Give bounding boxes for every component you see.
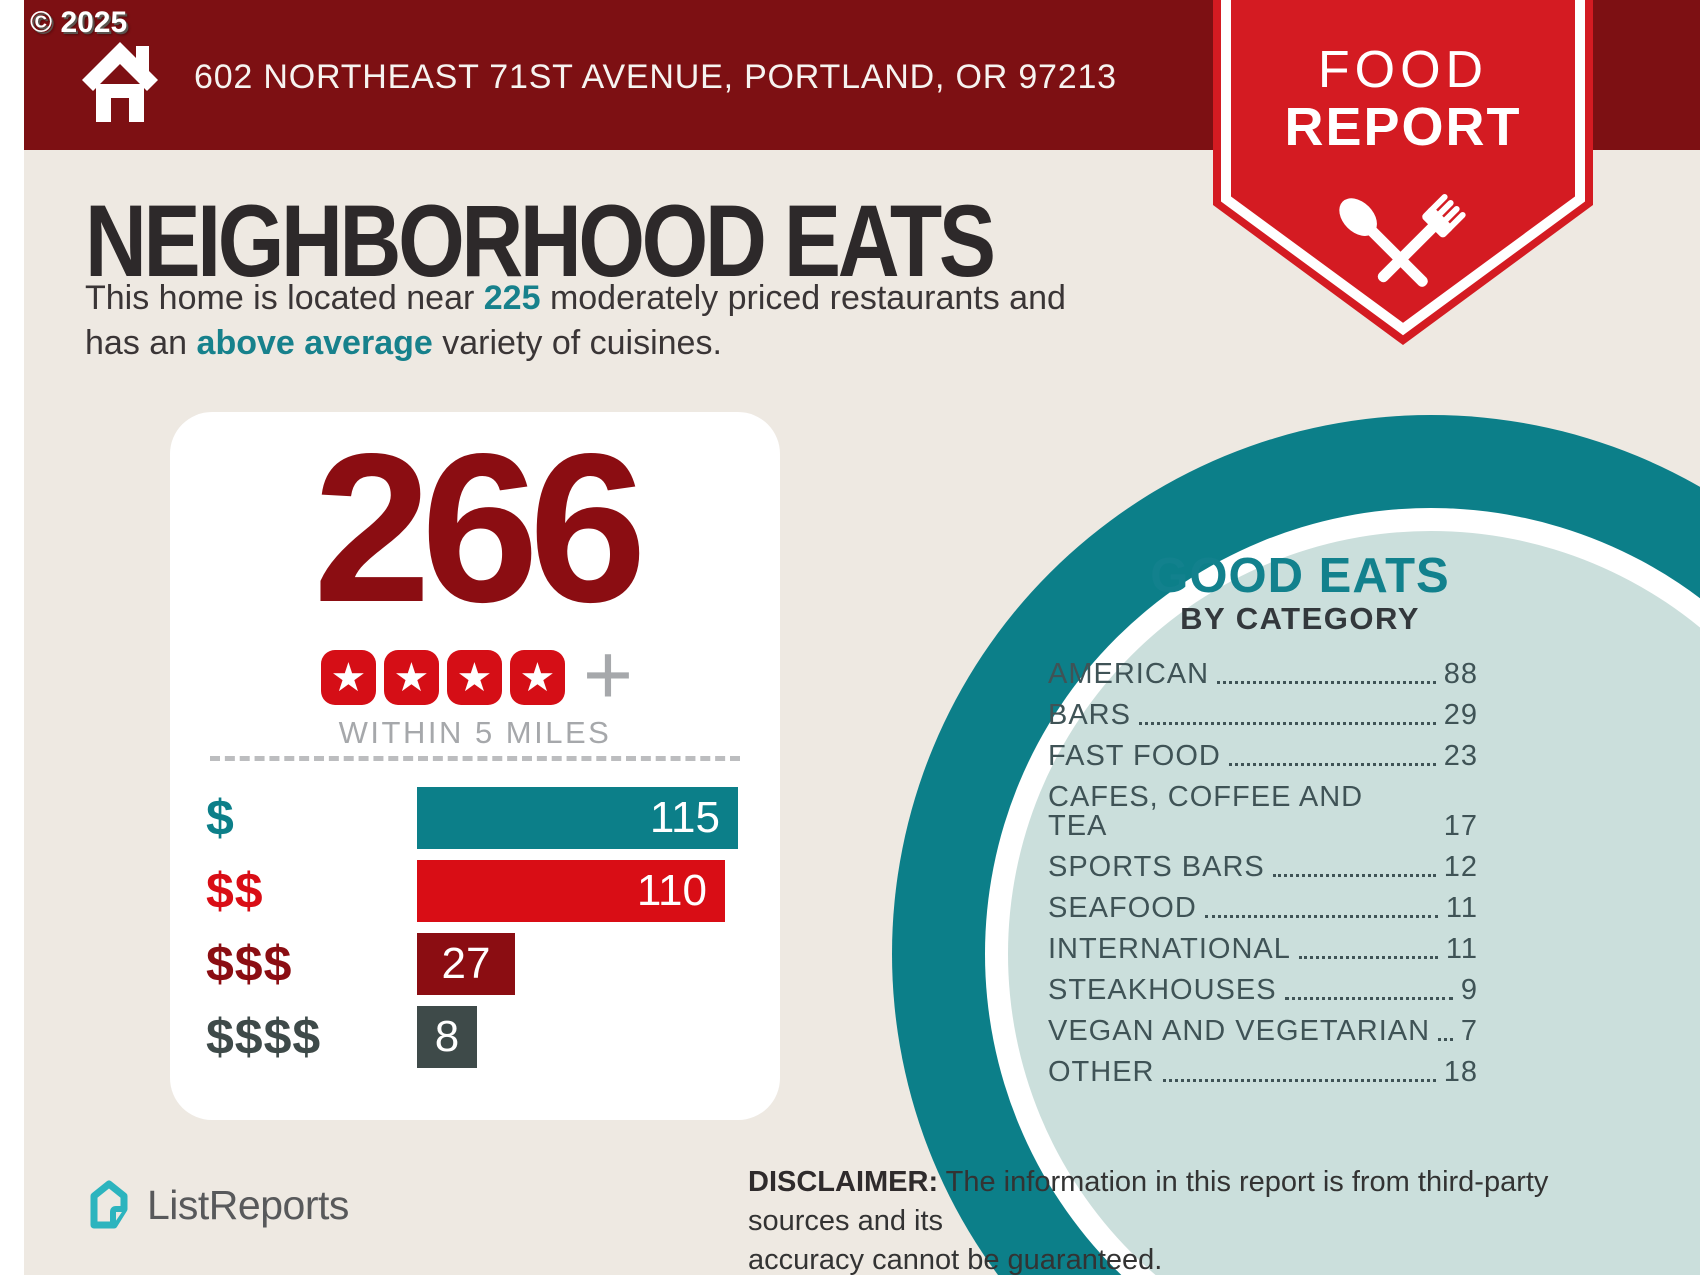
listreports-wordmark: ListReports	[147, 1181, 349, 1228]
category-name: SPORTS BARS	[1048, 851, 1265, 883]
category-name: AMERICAN	[1048, 658, 1210, 690]
category-count: 12	[1443, 851, 1478, 883]
intro-mid: moderately priced restaurants and has an	[85, 279, 1066, 362]
star-rating: ★ ★ ★ ★ +	[170, 627, 780, 723]
category-row: AMERICAN 88	[1048, 660, 1478, 689]
price-tier-bar: 8	[417, 1006, 477, 1068]
price-tier-bar: 27	[417, 933, 515, 995]
price-tier-label: $$$$	[206, 1009, 322, 1065]
intro-sentence: This home is located near 225 moderately…	[85, 276, 1115, 366]
listreports-logo: ListReports	[85, 1180, 349, 1230]
disclaimer-text: DISCLAIMER: The information in this repo…	[748, 1163, 1578, 1275]
dotted-leader	[1298, 956, 1438, 959]
disclaimer-line2: accuracy cannot be guaranteed.	[748, 1243, 1163, 1275]
restaurant-total-count: 266	[313, 409, 647, 646]
above-average-highlight: above average	[196, 323, 433, 362]
page-title: NEIGHBORHOOD EATS	[85, 184, 996, 298]
category-row: BARS 29	[1048, 701, 1478, 730]
intro-pre: This home is located near	[85, 279, 484, 317]
summary-card: 266 ★ ★ ★ ★ + WITHIN 5 MILES $115 $$ 110 $$$ 27 $…	[170, 412, 780, 1120]
within-miles-caption: WITHIN 5 MILES	[338, 715, 612, 750]
disclaimer-label: DISCLAIMER:	[748, 1166, 939, 1198]
price-tier-label: $$$	[206, 936, 293, 992]
category-row: INTERNATIONAL 11	[1048, 935, 1478, 964]
star-icon: ★	[320, 650, 376, 705]
price-tier-row: $$$ 27	[206, 933, 746, 995]
badge-title-line2: REPORT	[1284, 97, 1522, 157]
category-name: INTERNATIONAL	[1048, 933, 1291, 965]
restaurant-count-inline: 225	[483, 279, 541, 317]
category-row: FAST FOOD 23	[1048, 742, 1478, 771]
star-icon: ★	[446, 650, 502, 705]
price-tier-bar: 110	[417, 860, 725, 922]
category-name: OTHER	[1048, 1056, 1155, 1088]
dotted-leader	[1162, 1079, 1436, 1082]
category-count: 11	[1445, 892, 1478, 924]
property-address: 602 NORTHEAST 71ST AVENUE, PORTLAND, OR …	[194, 57, 1117, 96]
dashed-divider	[210, 756, 740, 761]
spoon-fork-icon	[1339, 193, 1466, 287]
price-tier-row: $$$$ 8	[206, 1006, 746, 1068]
price-tier-bar: 115	[417, 787, 738, 849]
good-eats-subtitle: BY CATEGORY	[1180, 601, 1420, 636]
star-icon: ★	[383, 650, 439, 705]
category-count: 17	[1443, 810, 1478, 842]
category-count: 29	[1443, 699, 1478, 731]
badge-shape	[1213, 0, 1593, 345]
plus-icon: +	[582, 627, 634, 723]
category-count: 11	[1445, 933, 1478, 965]
category-row: SEAFOOD 11	[1048, 894, 1478, 923]
category-row: VEGAN AND VEGETARIAN 7	[1048, 1017, 1478, 1046]
category-count: 7	[1460, 1015, 1478, 1047]
price-tier-label: $$	[206, 863, 264, 919]
category-count: 18	[1443, 1056, 1478, 1088]
category-name: BARS	[1048, 699, 1131, 731]
home-icon	[82, 42, 158, 122]
category-count: 9	[1460, 974, 1478, 1006]
good-eats-title: GOOD EATS	[1150, 549, 1450, 603]
category-name: VEGAN AND VEGETARIAN	[1048, 1015, 1431, 1047]
category-row: SPORTS BARS 12	[1048, 853, 1478, 882]
category-name: SEAFOOD	[1048, 892, 1197, 924]
listreports-house-icon	[90, 1180, 128, 1229]
price-tier-label: $	[206, 790, 235, 846]
star-icon: ★	[509, 650, 565, 705]
price-tier-bar-chart: $115 $$ 110 $$$ 27 $$$$ 8	[206, 787, 746, 1079]
dotted-leader	[1438, 1038, 1453, 1041]
disclaimer-line1: The information in this report is from t…	[748, 1166, 1549, 1237]
dotted-leader	[1284, 997, 1453, 1000]
intro-post: variety of cuisines.	[432, 323, 722, 362]
dotted-leader	[1228, 763, 1436, 766]
category-name: STEAKHOUSES	[1048, 974, 1277, 1006]
badge-title-line1: FOOD	[1317, 41, 1489, 99]
dotted-leader	[1138, 722, 1436, 725]
good-eats-category-list: AMERICAN 88 BARS 29 FAST FOOD 23 CAFES, COFFEE…	[1048, 660, 1478, 1099]
category-count: 88	[1443, 658, 1478, 690]
category-name: CAFES, COFFEE AND TEA	[1048, 781, 1364, 842]
category-row: CAFES, COFFEE AND TEA 17	[1048, 783, 1478, 841]
category-row: OTHER 18	[1048, 1058, 1478, 1087]
copyright-text: © 2025	[30, 6, 128, 39]
category-row: STEAKHOUSES 9	[1048, 976, 1478, 1005]
dotted-leader	[1204, 915, 1438, 918]
food-report-badge: FOOD REPORT	[1213, 0, 1593, 345]
category-count: 23	[1443, 740, 1478, 772]
dotted-leader	[1217, 681, 1436, 684]
dotted-leader	[1272, 874, 1436, 877]
price-tier-row: $115	[206, 787, 746, 849]
category-name: FAST FOOD	[1048, 740, 1221, 772]
price-tier-row: $$ 110	[206, 860, 746, 922]
